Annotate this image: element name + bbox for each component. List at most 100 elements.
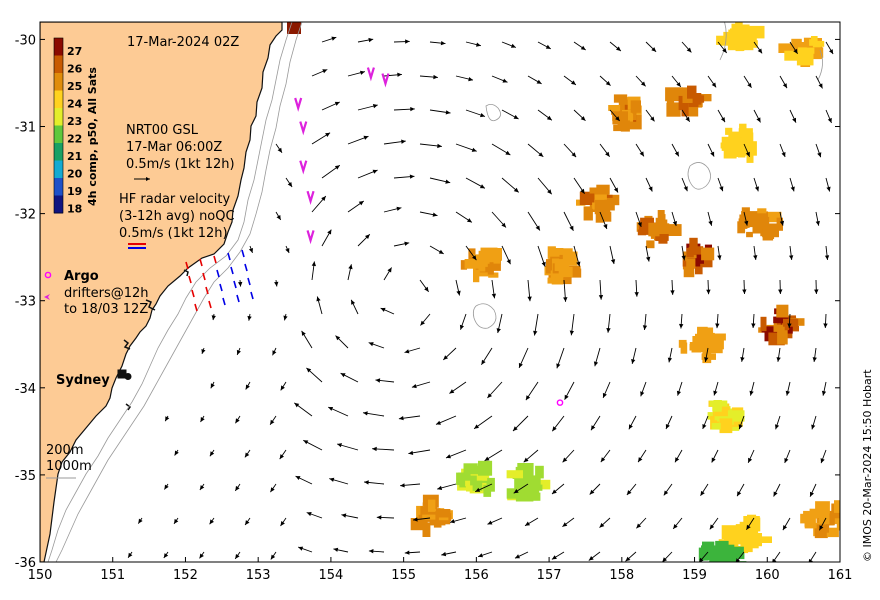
current-arrow	[569, 313, 575, 336]
current-arrow	[631, 347, 637, 365]
isobath-label-200m: 200m	[46, 443, 83, 458]
sst-patch	[716, 22, 765, 52]
current-arrow	[333, 547, 349, 553]
current-arrow	[362, 411, 385, 417]
current-arrow	[484, 449, 503, 462]
y-axis: -30 -31 -32 -33 -34 -35 -36	[15, 33, 840, 571]
x-tick-label: 160	[755, 568, 780, 583]
current-arrow	[711, 449, 719, 463]
current-arrow	[784, 449, 791, 464]
current-arrow	[311, 69, 328, 77]
current-arrow	[602, 381, 611, 399]
nrt-legend: NRT00 GSL 17-Mar 06:00Z 0.5m/s (1kt 12h)	[126, 123, 235, 181]
current-arrow	[270, 551, 277, 560]
colorbar-swatch	[54, 178, 63, 196]
current-arrow	[537, 245, 546, 267]
current-arrow	[372, 446, 395, 452]
x-tick-label: 158	[609, 568, 634, 583]
current-arrow	[275, 143, 283, 153]
current-arrow	[814, 279, 819, 295]
sst-layer	[410, 22, 840, 562]
x-tick-label: 152	[173, 568, 198, 583]
current-arrow	[707, 211, 713, 226]
current-arrow	[563, 279, 568, 302]
current-arrow	[280, 381, 287, 391]
current-arrow	[525, 381, 539, 401]
colorbar-swatch	[54, 90, 63, 109]
current-arrow	[491, 143, 511, 156]
current-arrow	[383, 267, 392, 281]
current-arrow	[211, 313, 216, 321]
hf-vector	[188, 275, 192, 284]
current-arrow	[717, 245, 722, 261]
current-arrow	[455, 211, 473, 223]
current-arrow	[437, 483, 457, 490]
current-arrow	[357, 169, 378, 179]
current-arrow	[441, 551, 457, 557]
colorbar-tick-label: 23	[67, 115, 82, 128]
colorbar-swatch	[54, 108, 63, 126]
current-arrow	[514, 551, 529, 559]
colorbar-tick-label: 22	[67, 132, 82, 145]
current-arrow	[248, 245, 253, 254]
current-arrow	[821, 381, 827, 396]
current-arrow	[674, 449, 683, 463]
current-arrow	[736, 483, 745, 497]
current-arrow	[429, 177, 451, 184]
current-arrow	[449, 381, 467, 394]
current-arrow	[279, 449, 287, 460]
current-arrow	[743, 211, 749, 226]
current-arrow	[465, 177, 486, 189]
current-arrow	[679, 313, 684, 329]
current-arrow	[404, 347, 421, 354]
current-arrow	[487, 517, 503, 525]
current-arrow	[283, 313, 288, 321]
current-arrow	[717, 177, 724, 192]
current-arrow	[700, 483, 709, 497]
hf-vector	[202, 272, 206, 281]
current-arrow	[738, 415, 745, 430]
current-arrow	[298, 546, 313, 553]
colorbar-tick-label: 18	[67, 202, 82, 215]
current-arrow	[645, 245, 651, 262]
y-tick-label: -36	[15, 556, 36, 571]
current-arrow	[609, 177, 619, 193]
drifter-legend-line-1: drifters@12h	[64, 286, 149, 301]
current-arrow	[672, 517, 683, 530]
current-arrow	[411, 381, 431, 389]
current-arrow	[368, 549, 385, 554]
isobath-label-1000m: 1000m	[46, 459, 92, 474]
current-arrow	[393, 39, 410, 44]
current-arrow	[824, 245, 830, 260]
current-arrow	[599, 211, 608, 230]
nrt-legend-line-2: 17-Mar 06:00Z	[126, 140, 222, 155]
current-arrow	[775, 415, 781, 430]
current-arrow	[164, 483, 169, 490]
current-arrow	[347, 264, 353, 281]
argo-float	[556, 399, 564, 406]
current-arrow	[442, 347, 457, 361]
sst-patch	[665, 85, 712, 117]
current-arrow	[787, 313, 792, 329]
hf-vector	[227, 252, 231, 261]
current-arrow	[698, 551, 709, 562]
current-arrow	[609, 245, 616, 265]
hf-vector	[247, 277, 251, 286]
current-arrow	[393, 174, 415, 179]
current-arrow	[819, 517, 827, 531]
current-arrow	[609, 109, 621, 122]
current-arrow	[455, 279, 461, 296]
current-arrow	[527, 143, 544, 158]
hf-vector	[216, 269, 220, 278]
current-arrow	[751, 313, 756, 329]
current-arrow	[412, 517, 431, 522]
colorbar-swatch	[54, 73, 63, 91]
current-arrow	[537, 177, 553, 195]
current-arrow	[473, 415, 493, 430]
current-arrow	[753, 109, 761, 123]
current-arrow	[270, 483, 277, 493]
current-arrow	[357, 104, 378, 111]
sst-patch	[682, 237, 715, 278]
current-arrow	[375, 378, 395, 383]
